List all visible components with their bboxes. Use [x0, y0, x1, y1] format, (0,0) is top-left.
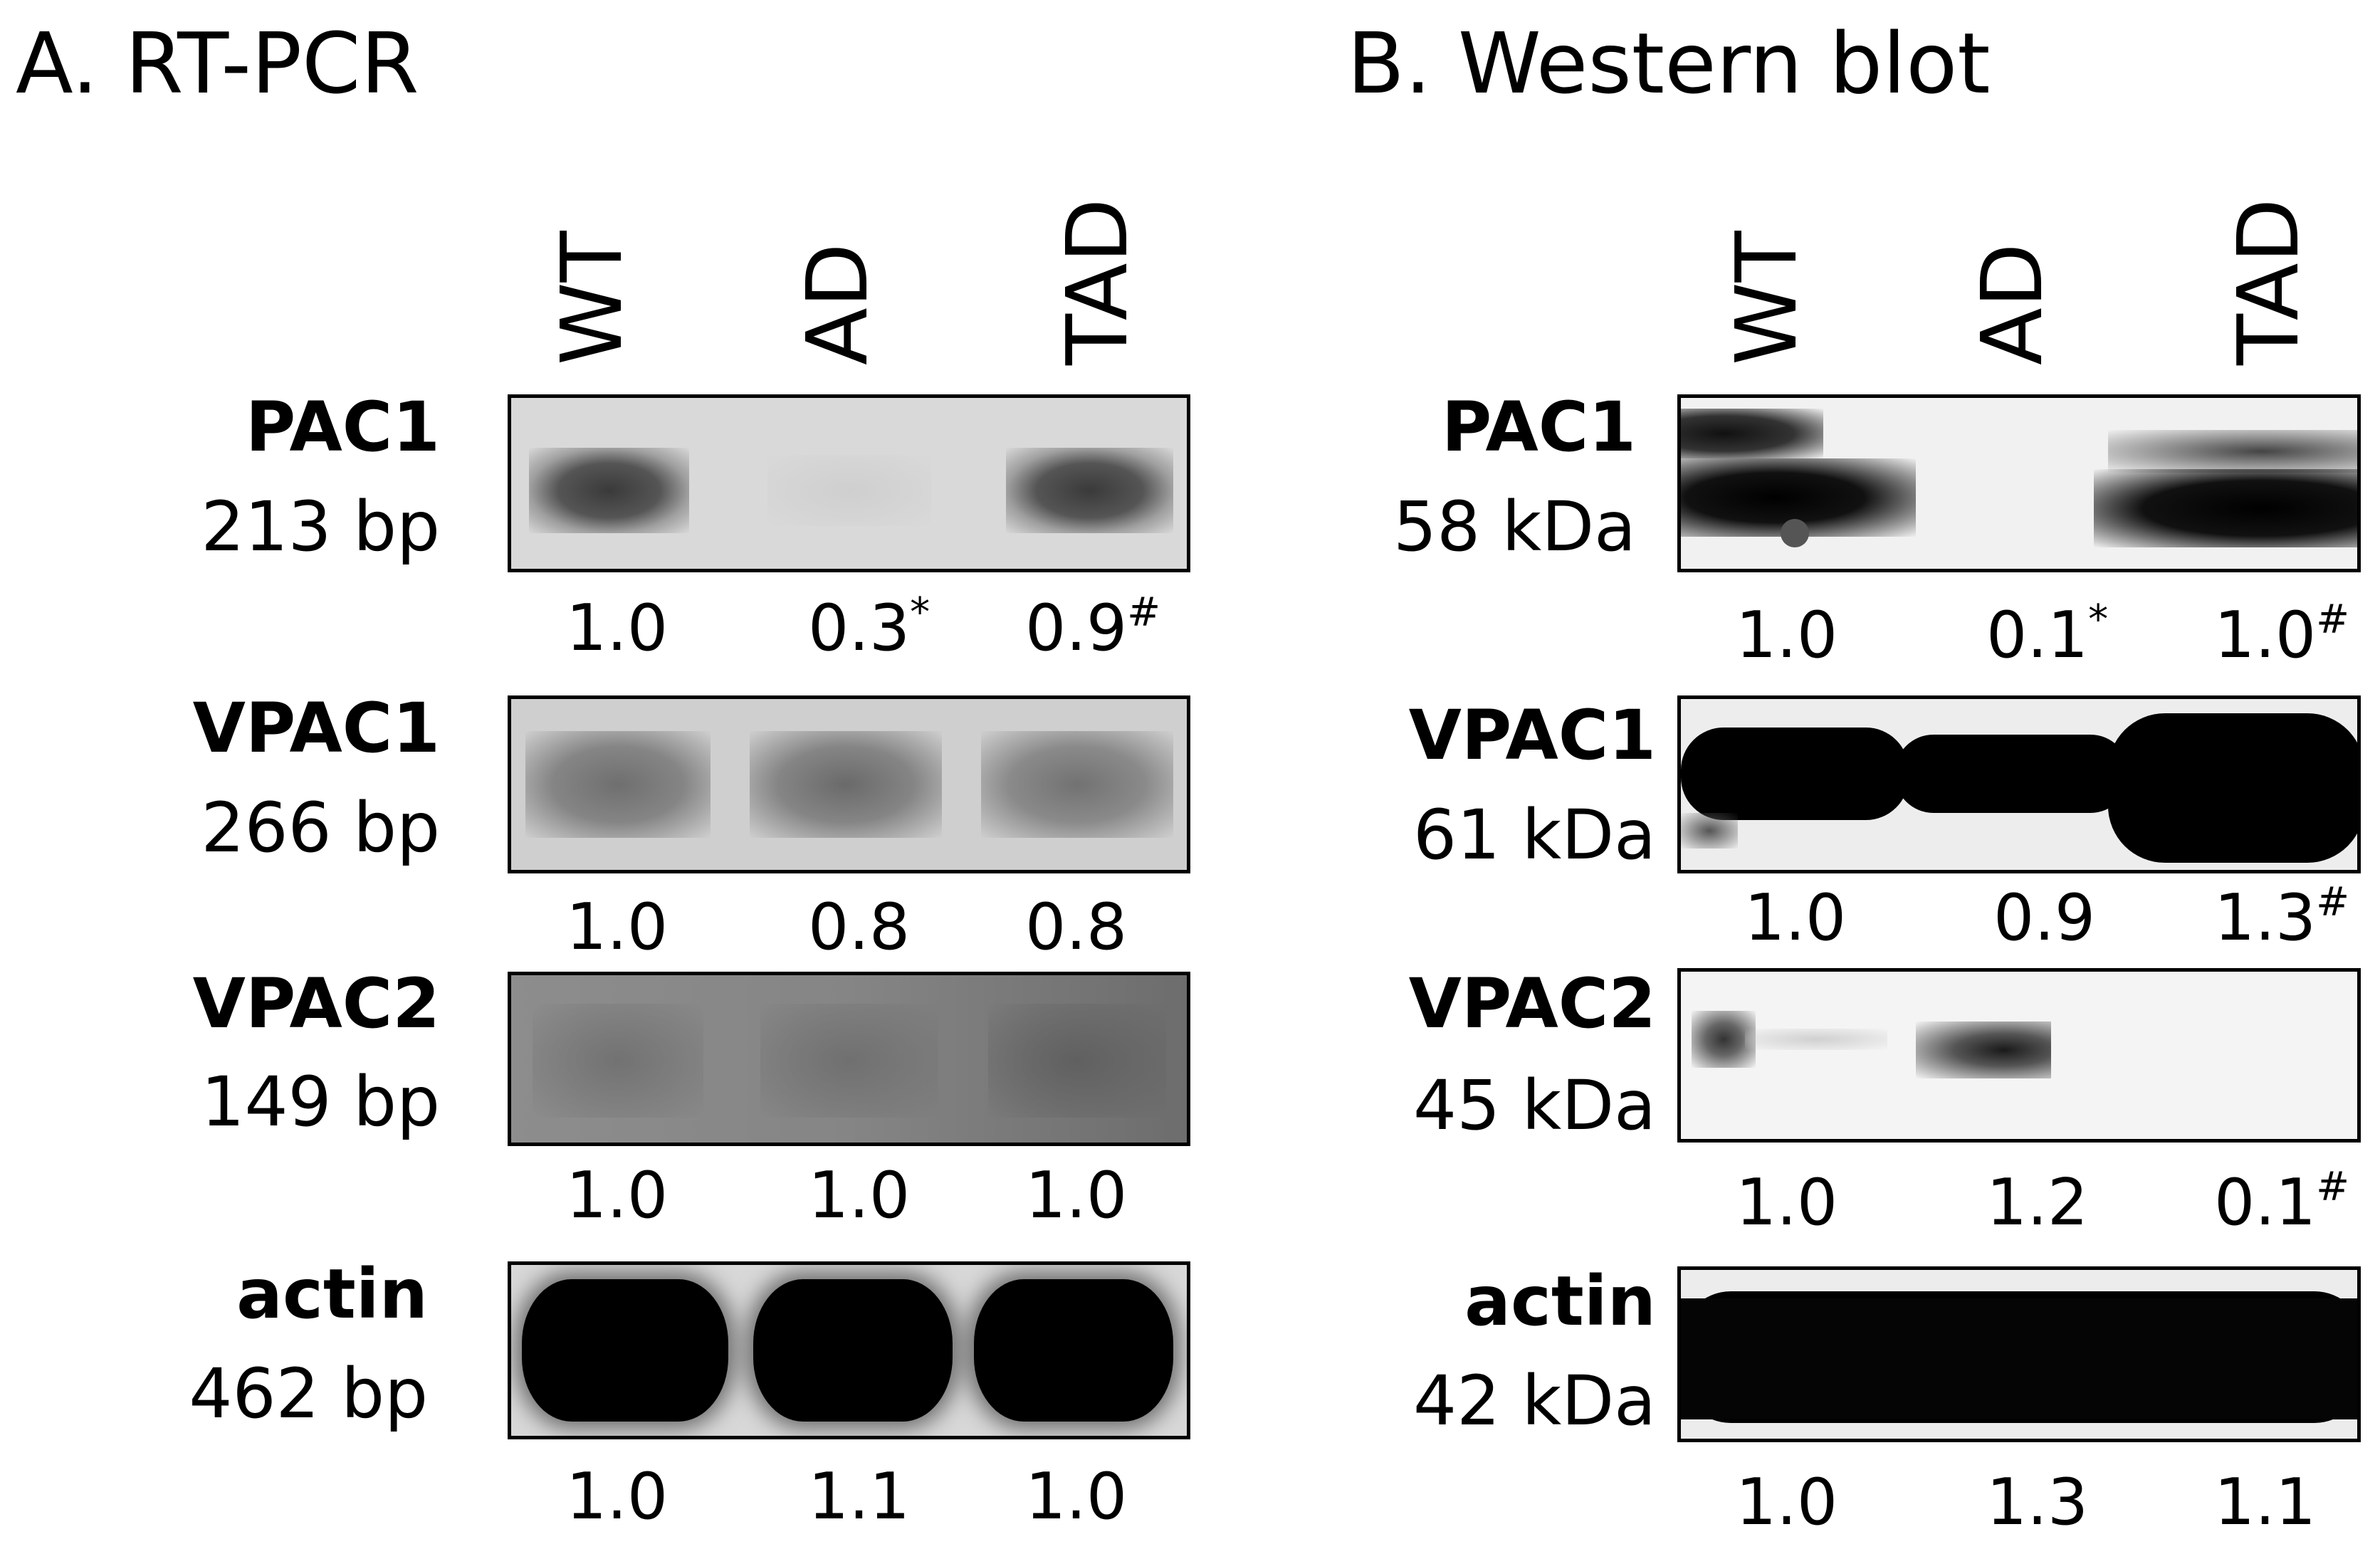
gel-band: [750, 731, 942, 838]
panel-b-value: 0.1#: [2214, 1164, 2350, 1240]
panel-b-value: 1.0: [1736, 1165, 1838, 1240]
panel-a-row-name: PAC1: [245, 387, 440, 467]
blot-band: [1681, 409, 1823, 458]
panel-b-value: 1.0: [1736, 598, 1838, 673]
panel-a-value: 0.9#: [1025, 589, 1161, 666]
blot-band: [1681, 813, 1738, 849]
panel-b-row-size: 42 kDa: [1412, 1361, 1656, 1441]
panel-a-lane-ad: AD: [788, 243, 886, 365]
gel-band: [525, 731, 711, 838]
blot-band: [1745, 1029, 1887, 1050]
panel-b-value: 0.1*: [1986, 597, 2109, 673]
panel-b-value: 1.3#: [2214, 879, 2350, 955]
blot-band: [1681, 1298, 2357, 1419]
panel-a-value: 1.0: [566, 1459, 669, 1534]
gel-band: [981, 731, 1173, 838]
panel-a-lane-tad: TAD: [1048, 198, 1146, 365]
gel-band: [767, 455, 931, 526]
panel-a-title: A. RT-PCR: [16, 14, 419, 112]
blot-band: [1894, 735, 2129, 813]
blot-image: [1677, 394, 2361, 572]
panel-b-value: 1.1: [2214, 1465, 2317, 1540]
panel-a-value: 0.8: [808, 890, 911, 965]
panel-b-value: 1.3: [1986, 1465, 2089, 1540]
panel-a-row-size: 213 bp: [201, 487, 440, 567]
panel-b-row-size: 45 kDa: [1412, 1066, 1656, 1145]
panel-a-value: 1.0: [808, 1158, 911, 1233]
panel-a-value: 1.0: [566, 1158, 669, 1233]
blot-band: [1781, 519, 1809, 547]
gel-image: [508, 1261, 1190, 1439]
panel-a-row-size: 462 bp: [189, 1354, 428, 1434]
gel-image: [508, 394, 1190, 572]
panel-b-row-name: VPAC1: [1408, 695, 1656, 775]
panel-a-value: 1.0: [566, 890, 669, 965]
panel-a-lane-wt: WT: [542, 231, 641, 365]
panel-b-row-size: 58 kDa: [1393, 487, 1636, 567]
blot-band: [1916, 1022, 2051, 1078]
panel-b-row-name: VPAC2: [1408, 964, 1656, 1044]
panel-b-row-size: 61 kDa: [1412, 795, 1656, 875]
gel-band: [1006, 448, 1173, 533]
gel-band: [760, 1004, 938, 1118]
panel-a-value: 0.8: [1025, 890, 1128, 965]
panel-a-value: 0.3*: [808, 589, 930, 666]
panel-a-value: 1.0: [566, 591, 669, 666]
gel-band: [988, 1004, 1166, 1118]
gel-image: [508, 695, 1190, 873]
panel-a-value: 1.0: [1025, 1158, 1128, 1233]
panel-b-lane-ad: AD: [1963, 243, 2061, 365]
gel-band: [529, 448, 689, 533]
panel-a-row-name: VPAC1: [192, 688, 440, 768]
panel-b-value: 0.9: [1993, 881, 2096, 955]
panel-b-row-name: PAC1: [1441, 387, 1636, 467]
panel-b-row-name: actin: [1464, 1261, 1656, 1341]
panel-a-row-name: VPAC2: [192, 964, 440, 1044]
blot-image: [1677, 1266, 2361, 1442]
blot-band: [1681, 728, 1909, 820]
blot-band: [2108, 430, 2357, 473]
panel-b-title: B. Western blot: [1347, 14, 1991, 112]
panel-b-value: 1.0#: [2214, 597, 2350, 673]
panel-b-value: 1.0: [1736, 1465, 1838, 1540]
panel-a-value: 1.1: [808, 1459, 911, 1534]
panel-a-row-size: 266 bp: [201, 788, 440, 868]
gel-band: [522, 1279, 728, 1422]
panel-b-lane-tad: TAD: [2219, 198, 2317, 365]
panel-a-row-name: actin: [236, 1254, 428, 1334]
panel-a-row-size: 149 bp: [201, 1062, 440, 1142]
gel-image: [508, 972, 1190, 1146]
blot-image: [1677, 968, 2361, 1143]
gel-band: [974, 1279, 1173, 1422]
panel-b-lane-wt: WT: [1717, 231, 1815, 365]
gel-band: [753, 1279, 953, 1422]
panel-b-value: 1.0: [1744, 881, 1847, 955]
blot-image: [1677, 695, 2361, 873]
gel-band: [533, 1004, 703, 1118]
blot-band: [2108, 713, 2357, 863]
panel-a-value: 1.0: [1025, 1459, 1128, 1534]
blot-band: [2094, 469, 2357, 547]
panel-b-value: 1.2: [1986, 1165, 2089, 1240]
